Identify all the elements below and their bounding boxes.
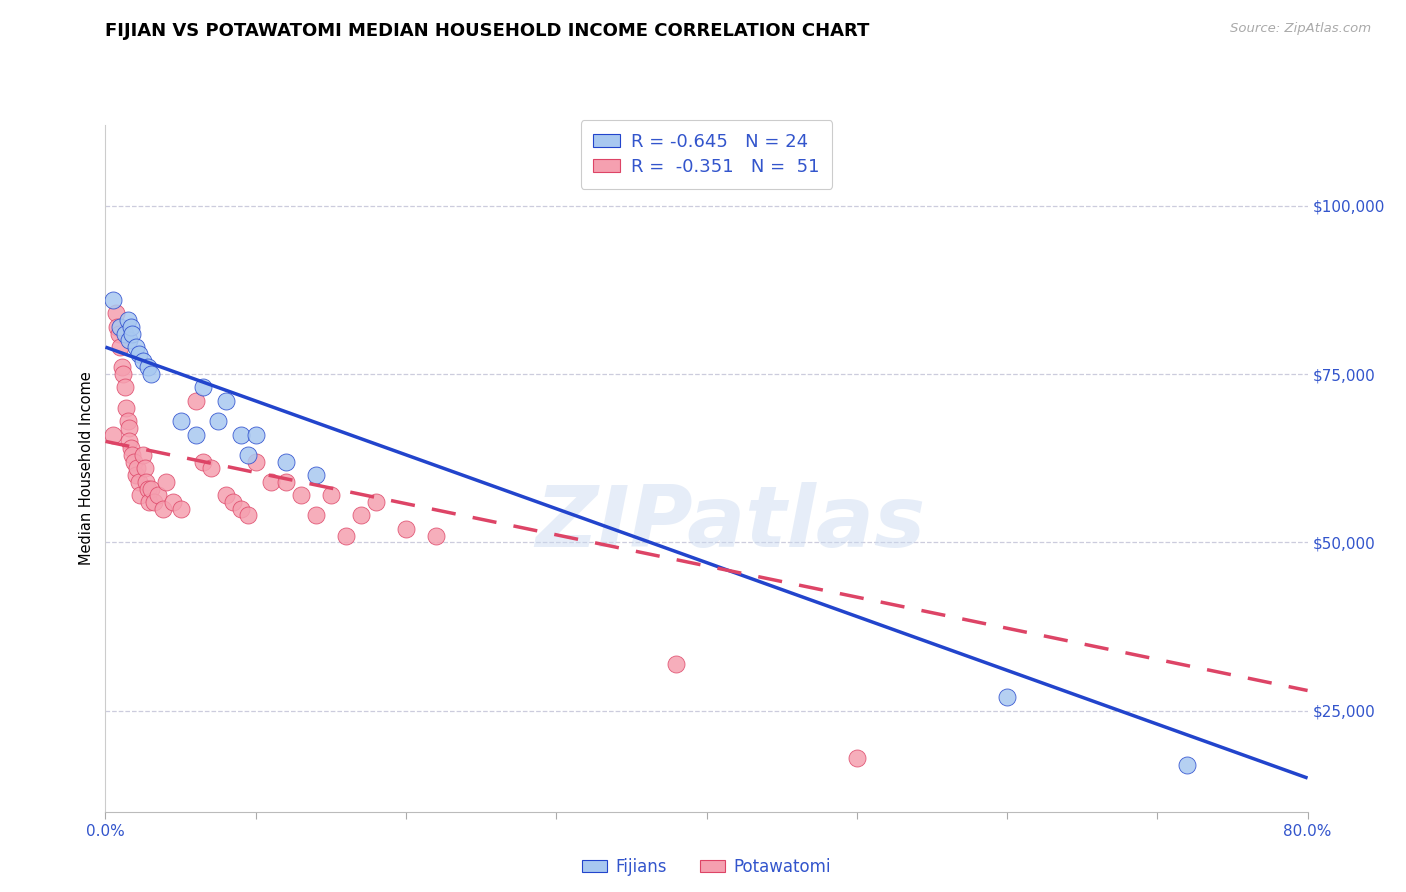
Point	[121, 326, 143, 341]
Point	[169, 414, 191, 428]
Point	[274, 454, 297, 468]
Point	[138, 495, 160, 509]
Point	[229, 427, 252, 442]
Point	[238, 508, 260, 523]
Point	[364, 495, 387, 509]
Point	[108, 326, 131, 341]
Point	[128, 347, 150, 361]
Point	[111, 360, 134, 375]
Text: FIJIAN VS POTAWATOMI MEDIAN HOUSEHOLD INCOME CORRELATION CHART: FIJIAN VS POTAWATOMI MEDIAN HOUSEHOLD IN…	[105, 22, 870, 40]
Point	[124, 468, 146, 483]
Legend: Fijians, Potawatomi: Fijians, Potawatomi	[575, 851, 838, 882]
Point	[115, 401, 138, 415]
Point	[118, 334, 141, 348]
Point	[335, 528, 357, 542]
Point	[125, 461, 148, 475]
Point	[305, 468, 328, 483]
Point	[229, 501, 252, 516]
Point	[122, 454, 145, 468]
Point	[128, 475, 150, 489]
Point	[120, 319, 142, 334]
Point	[319, 488, 342, 502]
Point	[139, 367, 162, 381]
Point	[191, 380, 214, 394]
Point	[101, 293, 124, 307]
Point	[132, 353, 155, 368]
Point	[274, 475, 297, 489]
Point	[184, 427, 207, 442]
Point	[118, 421, 141, 435]
Text: Source: ZipAtlas.com: Source: ZipAtlas.com	[1230, 22, 1371, 36]
Point	[101, 427, 124, 442]
Point	[120, 441, 142, 455]
Point	[184, 394, 207, 409]
Point	[134, 461, 156, 475]
Point	[112, 367, 135, 381]
Point	[104, 306, 127, 320]
Point	[290, 488, 312, 502]
Point	[139, 482, 162, 496]
Point	[245, 427, 267, 442]
Point	[169, 501, 191, 516]
Point	[136, 360, 159, 375]
Point	[191, 454, 214, 468]
Point	[129, 488, 152, 502]
Point	[207, 414, 229, 428]
Point	[107, 319, 129, 334]
Point	[222, 495, 245, 509]
Point	[995, 690, 1018, 705]
Point	[117, 313, 139, 327]
Point	[152, 501, 174, 516]
Point	[136, 482, 159, 496]
Point	[200, 461, 222, 475]
Y-axis label: Median Household Income: Median Household Income	[79, 371, 94, 566]
Point	[665, 657, 688, 671]
Point	[142, 495, 165, 509]
Point	[110, 319, 132, 334]
Point	[305, 508, 328, 523]
Point	[155, 475, 177, 489]
Point	[214, 394, 236, 409]
Point	[162, 495, 184, 509]
Point	[124, 340, 146, 354]
Point	[245, 454, 267, 468]
Point	[114, 380, 136, 394]
Point	[425, 528, 447, 542]
Point	[114, 326, 136, 341]
Point	[146, 488, 169, 502]
Point	[117, 414, 139, 428]
Point	[845, 751, 868, 765]
Point	[132, 448, 155, 462]
Point	[135, 475, 157, 489]
Point	[260, 475, 283, 489]
Point	[214, 488, 236, 502]
Text: ZIPatlas: ZIPatlas	[536, 482, 925, 565]
Point	[395, 522, 418, 536]
Point	[121, 448, 143, 462]
Point	[1175, 757, 1198, 772]
Point	[110, 340, 132, 354]
Point	[118, 434, 141, 449]
Point	[350, 508, 373, 523]
Point	[238, 448, 260, 462]
